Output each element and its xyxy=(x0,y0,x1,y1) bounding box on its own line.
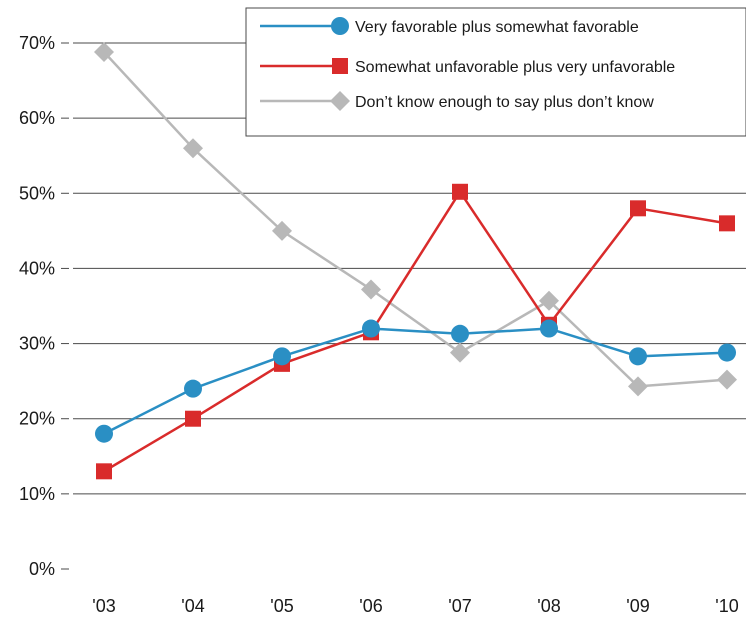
x-tick-label: '05 xyxy=(270,596,293,616)
data-point-diamond xyxy=(361,279,381,300)
series-lines xyxy=(103,51,728,473)
y-tick-label: 50% xyxy=(19,183,55,203)
legend-marker-square xyxy=(332,58,348,74)
x-tick-label: '07 xyxy=(448,596,471,616)
data-point-circle xyxy=(540,319,558,338)
data-point-diamond xyxy=(183,138,203,159)
legend-label: Very favorable plus somewhat favorable xyxy=(355,19,639,36)
x-tick-label: '06 xyxy=(359,596,382,616)
data-point-diamond xyxy=(539,290,559,311)
data-point-circle xyxy=(629,347,647,366)
data-point-circle xyxy=(362,319,380,338)
legend-box xyxy=(245,7,746,137)
legend-label: Somewhat unfavorable plus very unfavorab… xyxy=(355,59,675,76)
data-point-circle xyxy=(273,347,291,366)
x-tick-label: '03 xyxy=(92,596,115,616)
y-tick-label: 60% xyxy=(19,108,55,128)
data-point-diamond xyxy=(628,376,648,397)
y-tick-label: 40% xyxy=(19,258,55,278)
data-point-circle xyxy=(451,324,469,343)
x-tick-label: '09 xyxy=(626,596,649,616)
y-tick-label: 20% xyxy=(19,409,55,429)
data-point-square xyxy=(719,215,735,232)
legend-marker-diamond xyxy=(330,91,350,111)
data-point-circle xyxy=(718,343,736,362)
legend-label: Don’t know enough to say plus don’t know xyxy=(355,94,654,111)
series-line-diamond xyxy=(103,51,728,388)
data-point-diamond xyxy=(450,342,470,363)
data-point-diamond xyxy=(94,42,114,63)
data-point-circle xyxy=(184,379,202,398)
x-tick-label: '08 xyxy=(537,596,560,616)
y-tick-label: 30% xyxy=(19,334,55,354)
y-axis: 0% 10% 20% 30% 40% 50% 60% 70% xyxy=(19,33,69,579)
data-point-circle xyxy=(95,424,113,443)
x-tick-label: '04 xyxy=(181,596,204,616)
data-point-square xyxy=(630,200,646,217)
data-point-square xyxy=(185,410,201,427)
data-point-square xyxy=(96,463,112,480)
data-point-square xyxy=(452,183,468,200)
series-markers xyxy=(94,42,737,480)
y-tick-label: 70% xyxy=(19,33,55,53)
series-line-circle xyxy=(103,327,728,435)
data-point-diamond xyxy=(717,369,737,390)
legend-marker-circle xyxy=(331,17,349,35)
y-tick-label: 0% xyxy=(29,559,55,579)
y-tick-label: 10% xyxy=(19,484,55,504)
series-line-square xyxy=(103,190,728,473)
x-tick-label: '10 xyxy=(715,596,738,616)
x-axis: '03 '04 '05 '06 '07 '08 '09 '10 xyxy=(92,596,738,616)
data-point-diamond xyxy=(272,220,292,241)
legend: Very favorable plus somewhat favorable So… xyxy=(245,7,746,137)
